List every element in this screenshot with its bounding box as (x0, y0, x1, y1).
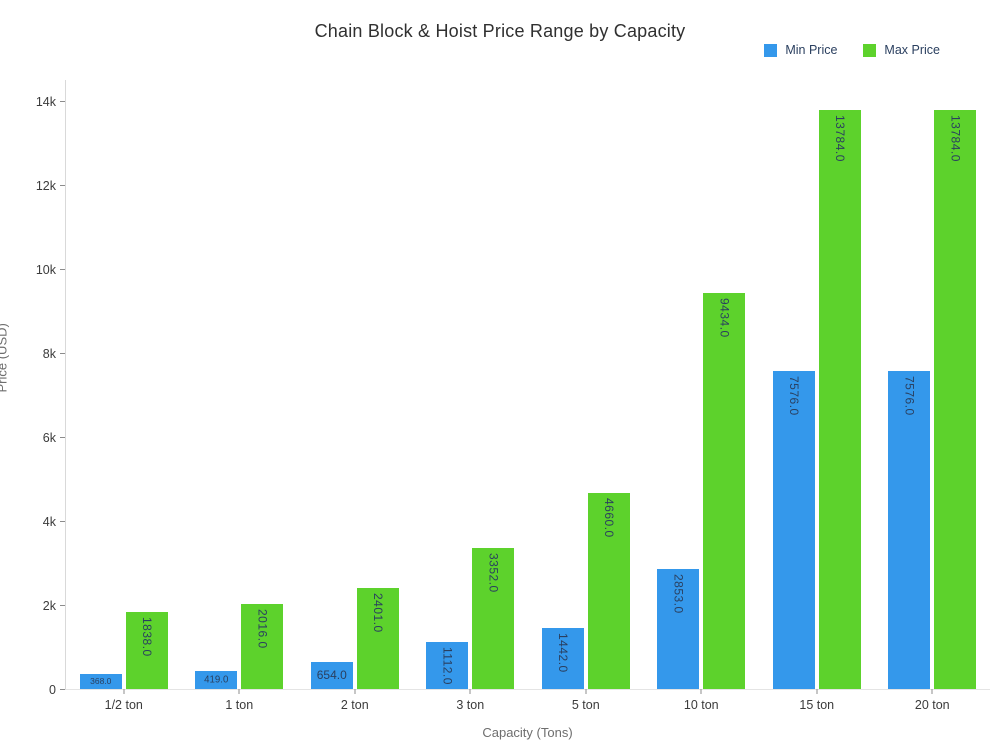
bar-value-label: 3352.0 (486, 553, 501, 593)
y-tick-label: 8k (42, 346, 56, 361)
legend-item-max-price[interactable]: Max Price (863, 43, 940, 57)
legend-item-min-price[interactable]: Min Price (764, 43, 837, 57)
y-tick-label: 2k (42, 598, 56, 613)
y-tick-mark (60, 184, 65, 186)
y-tick-label: 0 (49, 682, 56, 697)
x-tick-mark (354, 689, 356, 694)
bar-group-10-ton: 2853.0 9434.0 (644, 80, 760, 689)
bar-group-2-ton: 654.0 2401.0 (297, 80, 413, 689)
bar-group-20-ton: 7576.0 13784.0 (875, 80, 991, 689)
bar-value-label: 419.0 (204, 674, 229, 686)
x-tick-mark (469, 689, 471, 694)
bar-value-label: 7576.0 (902, 375, 917, 416)
bar-group-3-ton: 1112.0 3352.0 (413, 80, 529, 689)
bar-max-price-15-ton[interactable]: 13784.0 (818, 110, 861, 689)
bar-value-label: 13784.0 (832, 115, 847, 162)
bar-value-label: 1112.0 (440, 647, 455, 686)
legend-label: Min Price (785, 43, 838, 57)
bar-min-price-15-ton[interactable]: 7576.0 (772, 370, 815, 689)
x-tick-label-20-ton: 20 ton (914, 698, 950, 712)
y-tick-label: 10k (35, 262, 56, 277)
plot-area[interactable]: 0 2k 4k 6k 8k 10k 12k 14k 368.0 1838.0 1/2 ton 419.… (36, 80, 991, 712)
x-tick-label-1-ton: 1 ton (225, 698, 254, 712)
bar-group-15-ton: 7576.0 13784.0 (759, 80, 875, 689)
y-tick-mark (60, 268, 65, 270)
bar-max-price-5-ton[interactable]: 4660.0 (587, 493, 630, 689)
bar-group-5-ton: 1442.0 4660.0 (528, 80, 644, 689)
bar-group-1-2-ton: 368.0 1838.0 (66, 80, 182, 689)
y-tick-label: 4k (42, 514, 56, 529)
bar-min-price-10-ton[interactable]: 2853.0 (657, 569, 700, 689)
x-tick-mark (931, 689, 933, 694)
x-tick-label-3-ton: 3 ton (456, 698, 485, 712)
bar-max-price-3-ton[interactable]: 3352.0 (472, 548, 515, 689)
bar-group-1-ton: 419.0 2016.0 (182, 80, 298, 689)
x-tick-label-5-ton: 5 ton (571, 698, 600, 712)
y-tick-mark (60, 520, 65, 522)
y-tick-mark (60, 436, 65, 438)
bar-value-label: 2016.0 (255, 609, 270, 650)
bar-min-price-1-ton[interactable]: 419.0 (195, 671, 238, 689)
x-tick-mark (816, 689, 818, 694)
bar-value-label: 654.0 (316, 668, 347, 683)
chart-title: Chain Block & Hoist Price Range by Capac… (314, 21, 686, 41)
bar-value-label: 368.0 (90, 676, 112, 687)
bar-value-label: 2401.0 (370, 593, 385, 633)
bar-min-price-2-ton[interactable]: 654.0 (310, 661, 353, 689)
x-tick-mark (238, 689, 240, 694)
x-tick-label-1-2-ton: 1/2 ton (104, 698, 143, 712)
bar-value-label: 2853.0 (671, 574, 686, 614)
x-tick-label-15-ton: 15 ton (799, 698, 835, 712)
x-tick-label-2-ton: 2 ton (340, 698, 369, 712)
x-tick-mark (700, 689, 702, 694)
bar-value-label: 1838.0 (139, 616, 154, 657)
y-tick-mark (60, 604, 65, 606)
y-tick-label: 14k (35, 94, 56, 109)
bar-value-label: 7576.0 (786, 375, 801, 416)
bar-max-price-2-ton[interactable]: 2401.0 (356, 588, 399, 689)
bar-max-price-10-ton[interactable]: 9434.0 (703, 292, 746, 689)
y-tick-label: 6k (42, 430, 56, 445)
legend-swatch-icon (764, 43, 778, 57)
y-tick-mark (60, 100, 65, 102)
x-axis-title: Capacity (Tons) (482, 725, 573, 740)
y-axis-title: Price (USD) (0, 323, 10, 393)
bar-value-label: 13784.0 (948, 115, 963, 162)
legend-label: Max Price (884, 43, 940, 57)
legend: Min Price Max Price (764, 43, 940, 57)
y-tick-mark (60, 352, 65, 354)
bar-min-price-5-ton[interactable]: 1442.0 (541, 628, 584, 689)
bar-value-label: 1442.0 (555, 633, 570, 674)
bar-min-price-1-2-ton[interactable]: 368.0 (79, 673, 122, 689)
y-tick-label: 12k (35, 178, 56, 193)
x-tick-mark (123, 689, 125, 694)
bar-max-price-1-ton[interactable]: 2016.0 (241, 604, 284, 689)
bar-min-price-20-ton[interactable]: 7576.0 (888, 370, 931, 689)
bar-max-price-20-ton[interactable]: 13784.0 (934, 110, 977, 689)
x-tick-label-10-ton: 10 ton (683, 698, 719, 712)
x-tick-mark (585, 689, 587, 694)
bar-value-label: 4660.0 (601, 498, 616, 538)
bar-max-price-1-2-ton[interactable]: 1838.0 (125, 611, 168, 689)
y-tick-mark (60, 688, 65, 690)
legend-swatch-icon (863, 43, 877, 57)
bar-min-price-3-ton[interactable]: 1112.0 (426, 642, 469, 689)
bar-value-label: 9434.0 (717, 297, 732, 338)
